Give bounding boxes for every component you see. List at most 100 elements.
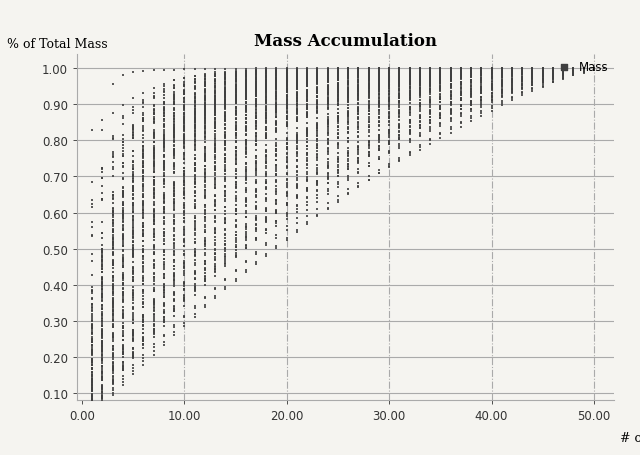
Point xyxy=(282,140,292,147)
Point xyxy=(271,209,282,217)
Point xyxy=(179,171,189,178)
Point xyxy=(148,179,159,186)
Point xyxy=(568,68,579,76)
Point xyxy=(425,66,435,74)
Point xyxy=(292,70,302,77)
Point xyxy=(476,66,486,73)
Point xyxy=(282,96,292,104)
Point xyxy=(384,97,394,105)
Point xyxy=(527,66,538,73)
Point xyxy=(527,71,538,78)
Point xyxy=(87,336,97,344)
Point xyxy=(425,76,435,83)
Point xyxy=(128,250,138,257)
Point xyxy=(138,232,148,239)
Point xyxy=(343,71,353,78)
Point xyxy=(517,66,527,74)
Point xyxy=(261,100,271,107)
Point xyxy=(364,76,374,83)
Point xyxy=(220,91,230,99)
Point xyxy=(435,68,445,75)
Point xyxy=(579,66,589,73)
Point xyxy=(159,247,169,254)
Point xyxy=(527,66,538,73)
Point xyxy=(466,66,476,73)
Point xyxy=(589,66,599,73)
Point xyxy=(394,66,404,73)
Point xyxy=(97,403,108,410)
Point xyxy=(435,69,445,76)
Point xyxy=(374,94,384,101)
Point xyxy=(118,286,128,293)
Point xyxy=(456,66,466,73)
Point xyxy=(312,167,323,175)
Point xyxy=(230,144,241,152)
Point xyxy=(333,71,343,79)
Point xyxy=(261,160,271,167)
Point xyxy=(476,68,486,75)
Point xyxy=(189,138,200,145)
Point xyxy=(271,67,282,74)
Point xyxy=(548,79,558,86)
Point xyxy=(148,278,159,285)
Point xyxy=(138,230,148,238)
Point xyxy=(353,106,364,113)
Point xyxy=(118,188,128,196)
Point xyxy=(435,66,445,73)
Point xyxy=(568,66,579,73)
Point xyxy=(497,66,507,73)
Point xyxy=(118,346,128,353)
Point xyxy=(292,71,302,78)
Point xyxy=(394,132,404,140)
Point xyxy=(169,263,179,270)
Point xyxy=(425,125,435,132)
Point xyxy=(476,66,486,73)
Point xyxy=(415,122,425,130)
Point xyxy=(589,66,599,73)
Point xyxy=(97,394,108,401)
Point xyxy=(169,221,179,228)
Point xyxy=(312,178,323,185)
Point xyxy=(302,78,312,85)
Point xyxy=(579,66,589,73)
Point xyxy=(302,133,312,141)
Point xyxy=(128,173,138,181)
Point xyxy=(200,109,210,116)
Point xyxy=(241,91,251,98)
Point xyxy=(118,313,128,321)
Point xyxy=(159,230,169,238)
Point xyxy=(230,66,241,73)
Point xyxy=(353,66,364,73)
Point xyxy=(312,74,323,81)
Point xyxy=(230,108,241,116)
Point xyxy=(148,221,159,228)
Point xyxy=(323,121,333,128)
Point xyxy=(189,188,200,195)
Point xyxy=(282,69,292,76)
Point xyxy=(271,120,282,127)
Point xyxy=(415,67,425,75)
Point xyxy=(568,66,579,73)
Point xyxy=(507,66,517,73)
Point xyxy=(415,68,425,76)
Point xyxy=(148,194,159,201)
Point xyxy=(497,68,507,75)
Point xyxy=(538,66,548,73)
Point xyxy=(476,66,486,73)
Point xyxy=(302,147,312,154)
Point xyxy=(220,138,230,145)
Point xyxy=(251,249,261,257)
Point xyxy=(200,278,210,285)
Point xyxy=(312,108,323,115)
Point xyxy=(466,91,476,99)
Point xyxy=(435,73,445,81)
Point xyxy=(169,295,179,303)
Point xyxy=(169,112,179,119)
Point xyxy=(108,354,118,361)
Point xyxy=(364,67,374,75)
Point xyxy=(404,71,415,79)
Point xyxy=(445,67,456,74)
Point xyxy=(118,310,128,317)
Point xyxy=(517,66,527,73)
Point xyxy=(538,66,548,73)
